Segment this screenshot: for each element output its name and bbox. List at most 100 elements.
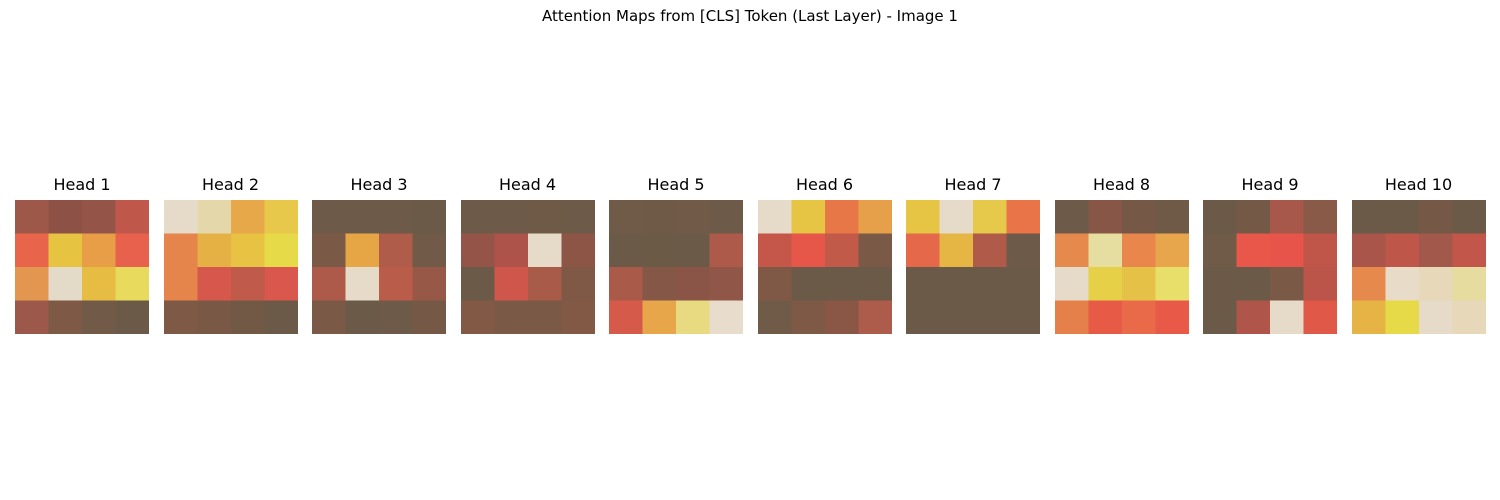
heatmap-grid <box>609 200 743 334</box>
heatmap-cell <box>757 267 792 301</box>
heatmap-panel: Head 5 <box>609 174 743 334</box>
heatmap-grid <box>15 200 149 334</box>
heatmap-cell <box>82 267 116 301</box>
heatmap-cell <box>1452 233 1486 268</box>
heatmap-cell <box>1385 233 1419 268</box>
heatmap-panel: Head 1 <box>15 174 149 334</box>
heatmap-cell <box>197 267 231 301</box>
heatmap-cell <box>1006 300 1040 334</box>
panel-title: Head 6 <box>795 175 854 194</box>
heatmap-cell <box>973 267 1007 301</box>
heatmap-cell <box>1303 200 1337 234</box>
heatmap-cell <box>230 300 265 334</box>
heatmap-cell <box>379 200 413 234</box>
heatmap-cell <box>561 300 595 334</box>
heatmap-cell <box>561 267 595 301</box>
heatmap-grid <box>312 200 446 334</box>
heatmap-cell <box>1418 267 1453 301</box>
heatmap-cell <box>460 300 495 334</box>
heatmap-cell <box>1236 300 1271 334</box>
heatmap-cell <box>709 267 743 301</box>
heatmap-cell <box>197 233 231 268</box>
heatmap-cell <box>1452 200 1486 234</box>
heatmap-cell <box>1452 300 1486 334</box>
heatmap-cell <box>460 200 495 234</box>
heatmap-cell <box>642 233 677 268</box>
heatmap-cell <box>1006 233 1040 268</box>
heatmap-cell <box>1203 233 1237 268</box>
heatmap-cell <box>115 267 149 301</box>
heatmap-cell <box>1121 233 1156 268</box>
panel-title: Head 7 <box>944 175 1002 194</box>
heatmap-cell <box>1203 300 1237 334</box>
heatmap-panel: Head 7 <box>906 174 1040 334</box>
heatmap-cell <box>82 300 116 334</box>
heatmap-cell <box>824 200 859 234</box>
heatmap-cell <box>527 300 562 334</box>
heatmap-cell <box>1155 200 1189 234</box>
heatmap-cell <box>906 300 940 334</box>
heatmap-cell <box>312 300 346 334</box>
heatmap-cell <box>197 200 231 234</box>
heatmap-cell <box>709 300 743 334</box>
heatmap-cell <box>1006 267 1040 301</box>
heatmap-cell <box>1236 200 1271 234</box>
heatmap-cell <box>345 300 380 334</box>
heatmap-cell <box>115 300 149 334</box>
heatmap-grid <box>757 200 892 334</box>
panel-title: Head 9 <box>1241 175 1299 194</box>
heatmap-cell <box>561 233 595 268</box>
heatmap-cell <box>379 300 413 334</box>
panel-title: Head 2 <box>201 175 260 194</box>
heatmap-cell <box>379 233 413 268</box>
heatmap-cell <box>1155 233 1189 268</box>
heatmap-cell <box>973 200 1007 234</box>
heatmap-grid <box>460 200 595 334</box>
heatmap-cell <box>412 233 446 268</box>
heatmap-cell <box>757 233 792 268</box>
heatmap-cell <box>1303 300 1337 334</box>
heatmap-cell <box>115 233 149 268</box>
heatmap-cell <box>642 300 677 334</box>
heatmap-cell <box>791 233 825 268</box>
heatmap-cell <box>1203 267 1237 301</box>
heatmap-cell <box>1054 233 1089 268</box>
heatmap-cell <box>1385 300 1419 334</box>
heatmap-cell <box>312 233 346 268</box>
heatmap-cell <box>676 300 710 334</box>
heatmap-cell <box>460 233 495 268</box>
heatmap-cell <box>1270 200 1304 234</box>
heatmap-cell <box>1351 300 1386 334</box>
heatmap-cell <box>609 267 643 301</box>
heatmap-cell <box>527 267 562 301</box>
heatmap-cell <box>676 267 710 301</box>
heatmap-cell <box>345 200 380 234</box>
heatmap-grid <box>163 200 298 334</box>
heatmap-cell <box>709 200 743 234</box>
heatmap-cell <box>1452 267 1486 301</box>
heatmap-cell <box>939 233 974 268</box>
heatmap-cell <box>82 200 116 234</box>
heatmap-cell <box>858 267 892 301</box>
panel-title: Head 5 <box>647 175 705 194</box>
heatmap-cell <box>460 267 495 301</box>
heatmap-cell <box>1303 233 1337 268</box>
heatmap-cell <box>1155 300 1189 334</box>
heatmap-cell <box>973 300 1007 334</box>
heatmap-cell <box>1385 267 1419 301</box>
heatmap-cell <box>163 200 198 234</box>
panel-title: Head 4 <box>498 175 557 194</box>
heatmap-cell <box>494 267 528 301</box>
heatmap-cell <box>264 233 298 268</box>
heatmap-cell <box>609 300 643 334</box>
heatmap-cell <box>1418 200 1453 234</box>
heatmap-cell <box>1054 300 1089 334</box>
heatmap-cell <box>494 233 528 268</box>
heatmap-cell <box>858 233 892 268</box>
heatmap-panel: Head 4 <box>460 174 595 334</box>
heatmap-cell <box>791 200 825 234</box>
heatmap-cell <box>561 200 595 234</box>
heatmap-panel: Head 9 <box>1203 174 1337 334</box>
heatmap-cell <box>824 233 859 268</box>
